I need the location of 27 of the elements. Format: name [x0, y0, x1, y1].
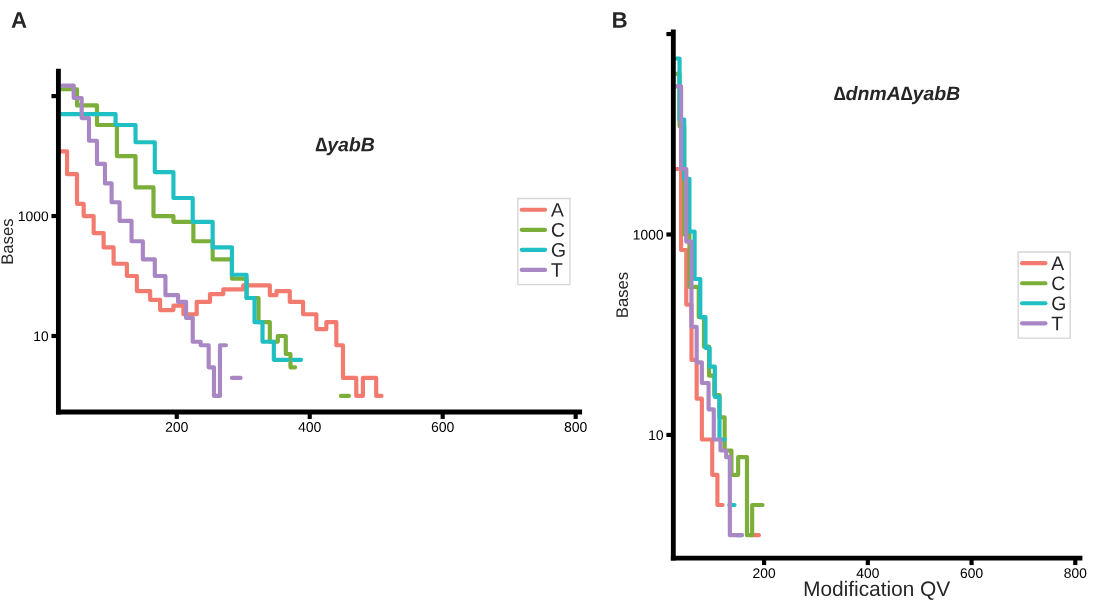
- legend-label: T: [1051, 316, 1063, 331]
- y-tick-label: 10: [34, 331, 49, 342]
- legend-label: G: [1052, 296, 1065, 311]
- legend-label: C: [551, 223, 565, 237]
- x-tick-label: 800: [1064, 568, 1087, 579]
- y-tick-label: 10: [649, 430, 664, 441]
- x-tick-label: 600: [960, 568, 983, 579]
- legend-label: A: [550, 203, 564, 217]
- x-tick-label: 200: [753, 568, 776, 579]
- text: ∆yabB: [315, 137, 375, 156]
- y-axis-title: Bases: [616, 272, 629, 317]
- text: B: [613, 12, 627, 28]
- x-tick-label: 600: [431, 422, 454, 432]
- x-axis-title: Modification QV: [804, 580, 951, 600]
- legend-label: T: [551, 263, 563, 277]
- text: ∆dnmA∆yabB: [834, 86, 960, 105]
- x-tick-label: 400: [298, 422, 321, 432]
- legend-label: C: [1052, 276, 1065, 291]
- legend-label: G: [551, 243, 565, 257]
- x-tick-label: 800: [564, 422, 587, 432]
- y-tick-label: 1000: [633, 229, 664, 240]
- y-axis-title: Bases: [1, 219, 14, 264]
- legend-label: A: [1051, 256, 1065, 270]
- x-tick-label: 400: [856, 568, 879, 579]
- x-tick-label: 200: [165, 422, 188, 432]
- y-tick-label: 1000: [18, 211, 49, 222]
- text: A: [11, 12, 27, 28]
